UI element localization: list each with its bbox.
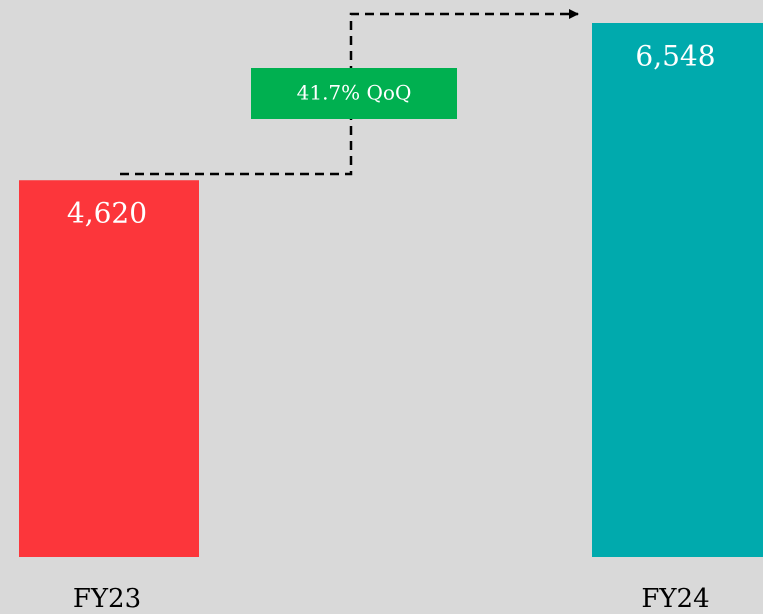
value-label: 6,548	[635, 40, 715, 73]
value-label: 4,620	[67, 197, 147, 230]
annotation: 41.7% QoQ	[297, 81, 412, 105]
bar	[592, 23, 763, 557]
bar	[19, 180, 199, 558]
category-label: FY23	[73, 584, 141, 614]
category-label: FY24	[641, 584, 709, 614]
annotation-box	[251, 68, 457, 119]
